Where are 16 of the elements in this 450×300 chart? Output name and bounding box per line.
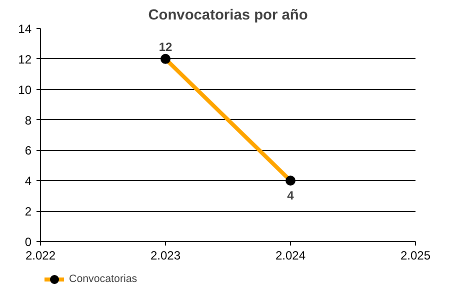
x-tick-label: 2.025 — [400, 248, 431, 262]
y-tick-label: 0 — [24, 235, 32, 249]
y-tick-label: 2 — [24, 204, 32, 219]
data-label: 12 — [158, 40, 172, 54]
x-tick-label: 2.022 — [25, 248, 56, 262]
y-tick-label: 4 — [24, 174, 32, 188]
chart-title: Convocatorias por año — [148, 8, 308, 24]
y-tick-label: 8 — [24, 113, 32, 128]
x-tick-label: 2.024 — [275, 248, 306, 262]
x-tick-label: 2.023 — [150, 248, 181, 262]
y-tick-label: 6 — [24, 144, 32, 158]
y-tick-label: 12 — [18, 52, 32, 66]
y-tick-label: 14 — [18, 22, 32, 36]
data-label: 4 — [287, 188, 294, 203]
legend-label: Convocatorias — [69, 273, 138, 285]
y-tick-label: 10 — [18, 82, 32, 97]
